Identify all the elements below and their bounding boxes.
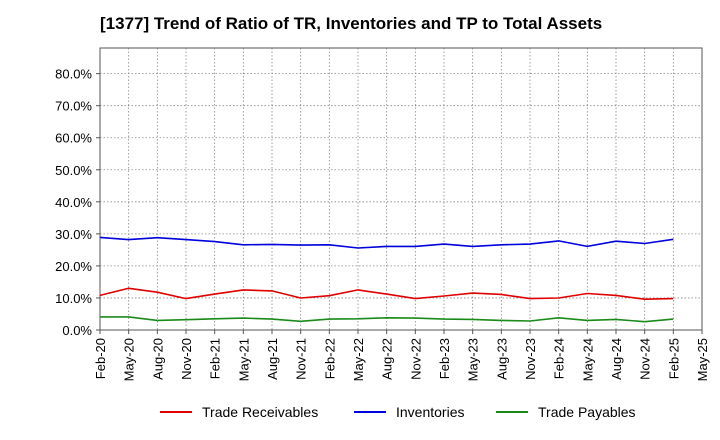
legend-item-trade-receivables: Trade Receivables <box>160 404 318 420</box>
x-tick-label: Aug-24 <box>609 338 624 380</box>
x-tick-label: Feb-20 <box>93 338 108 379</box>
x-tick-label: Aug-20 <box>150 338 165 380</box>
series-line-trade-receivables <box>99 287 674 301</box>
x-tick-label: Feb-21 <box>208 338 223 379</box>
x-tick-label: Nov-20 <box>179 338 194 380</box>
x-tick-label: May-22 <box>351 338 366 381</box>
x-tick-label: Aug-21 <box>265 338 280 380</box>
x-axis-ticks: Feb-20 May-20 Aug-20 Nov-20 Feb-21 May-21 Aug-… <box>93 330 710 381</box>
y-tick-label: 20.0% <box>55 259 92 274</box>
y-tick-label: 0.0% <box>62 323 92 338</box>
legend: Trade Receivables Inventories Trade Paya… <box>0 404 720 426</box>
x-tick-label: Feb-24 <box>552 338 567 379</box>
grid-layer <box>100 48 702 330</box>
x-tick-label: May-23 <box>466 338 481 381</box>
x-tick-label: Feb-22 <box>322 338 337 379</box>
y-tick-label: 10.0% <box>55 291 92 306</box>
y-tick-label: 70.0% <box>55 99 92 114</box>
x-tick-label: Feb-25 <box>666 338 681 379</box>
legend-swatch-trade-payables <box>496 411 528 413</box>
x-tick-label: May-24 <box>580 338 595 381</box>
x-tick-label: Nov-21 <box>294 338 309 380</box>
x-tick-label: Aug-22 <box>380 338 395 380</box>
chart-title: [1377] Trend of Ratio of TR, Inventories… <box>100 14 603 33</box>
series-line-trade-payables <box>100 316 674 323</box>
y-tick-label: 40.0% <box>55 195 92 210</box>
x-tick-label: May-25 <box>695 338 710 381</box>
x-tick-label: Nov-24 <box>638 338 653 380</box>
legend-swatch-inventories <box>354 411 386 413</box>
legend-item-inventories: Inventories <box>354 404 464 420</box>
series-line-inventories <box>99 236 674 249</box>
y-tick-label: 80.0% <box>55 67 92 82</box>
x-tick-label: Feb-23 <box>437 338 452 379</box>
x-tick-label: Nov-23 <box>523 338 538 380</box>
x-tick-label: Aug-23 <box>494 338 509 380</box>
x-tick-label: Nov-22 <box>408 338 423 380</box>
legend-label-trade-payables: Trade Payables <box>538 404 636 420</box>
legend-item-trade-payables: Trade Payables <box>496 404 636 420</box>
legend-label-trade-receivables: Trade Receivables <box>202 404 319 420</box>
y-axis-ticks: 0.0% 10.0% 20.0% 30.0% 40.0% 50.0% 60.0% 70.0% 8… <box>55 67 100 338</box>
y-tick-label: 30.0% <box>55 227 92 242</box>
x-tick-label: May-21 <box>236 338 251 381</box>
legend-label-inventories: Inventories <box>396 404 465 420</box>
series-layer <box>99 236 674 323</box>
y-tick-label: 50.0% <box>55 163 92 178</box>
x-tick-label: May-20 <box>122 338 137 381</box>
plot-frame <box>99 47 703 331</box>
legend-swatch-trade-receivables <box>160 411 192 413</box>
y-tick-label: 60.0% <box>55 131 92 146</box>
